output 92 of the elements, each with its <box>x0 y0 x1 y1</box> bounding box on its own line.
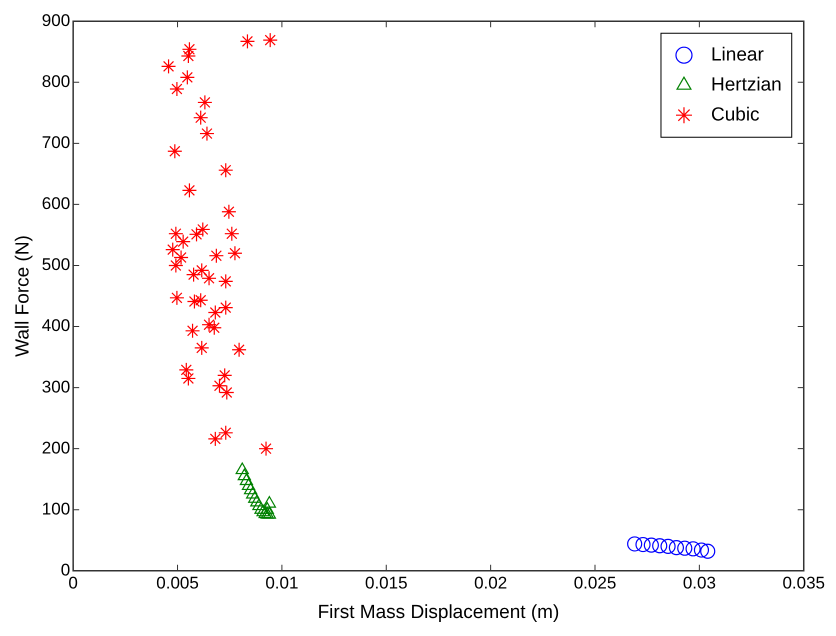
point <box>195 222 210 238</box>
point <box>180 70 195 85</box>
point <box>199 126 215 142</box>
x-tick-label: 0.03 <box>682 574 716 593</box>
x-tick-label: 0.015 <box>364 574 408 593</box>
x-axis-title: First Mass Displacement (m) <box>318 602 560 623</box>
point <box>201 317 217 332</box>
point <box>262 496 276 508</box>
point <box>168 258 184 274</box>
point <box>258 441 274 456</box>
point <box>206 320 222 336</box>
y-tick-label: 500 <box>42 255 70 274</box>
legend-label: Linear <box>710 44 764 66</box>
point <box>182 182 198 198</box>
point <box>224 226 240 242</box>
point <box>167 144 182 159</box>
point <box>168 226 184 242</box>
point <box>194 340 210 356</box>
point <box>262 32 278 48</box>
y-tick-label: 100 <box>42 499 70 518</box>
point <box>252 498 266 510</box>
legend-label: Hertzian <box>710 74 782 96</box>
point <box>208 431 223 446</box>
point <box>169 290 185 306</box>
point <box>660 538 676 554</box>
x-tick-label: 0.02 <box>474 574 508 593</box>
point <box>165 242 180 258</box>
point <box>668 540 684 556</box>
point <box>218 300 234 316</box>
point <box>193 292 208 308</box>
y-axis-title: Wall Force (N) <box>12 235 34 357</box>
x-tick-label: 0.01 <box>265 574 298 593</box>
point <box>238 468 251 480</box>
x-tick-label: 0.035 <box>782 574 826 593</box>
y-tick-label: 600 <box>42 194 70 214</box>
point <box>236 462 249 474</box>
point <box>186 294 202 310</box>
point <box>240 34 256 49</box>
point <box>169 81 185 97</box>
y-tick-label: 400 <box>42 316 70 336</box>
y-tick-label: 200 <box>42 438 70 458</box>
point <box>208 248 224 264</box>
point <box>700 544 716 559</box>
point <box>218 274 234 289</box>
point <box>644 538 659 553</box>
point <box>232 342 247 358</box>
point <box>182 42 198 57</box>
point <box>260 502 274 514</box>
point <box>180 370 196 386</box>
x-tick-label: 0.025 <box>574 574 616 593</box>
point <box>240 473 254 486</box>
point <box>686 541 701 556</box>
point <box>188 226 204 242</box>
x-tick-label: 0.005 <box>156 574 199 593</box>
point <box>250 494 264 507</box>
point <box>184 323 200 338</box>
point <box>193 110 208 126</box>
y-tick-label: 900 <box>42 10 70 30</box>
point <box>194 262 210 278</box>
point <box>208 304 223 320</box>
point <box>186 267 202 282</box>
point <box>217 368 232 383</box>
point <box>635 536 651 552</box>
point <box>218 162 234 178</box>
point <box>627 536 642 552</box>
point <box>197 94 212 110</box>
point <box>244 482 258 494</box>
legend-label: Cubic <box>710 104 760 126</box>
y-tick-label: 0 <box>60 560 70 580</box>
y-tick-label: 300 <box>42 377 70 396</box>
point <box>178 362 194 378</box>
point <box>262 507 276 519</box>
point <box>652 538 668 554</box>
point <box>219 384 234 400</box>
point <box>227 246 243 261</box>
point <box>160 58 176 74</box>
point <box>677 540 692 556</box>
point <box>248 491 262 503</box>
point <box>218 425 234 440</box>
point <box>246 486 260 499</box>
y-tick-label: 800 <box>42 72 70 91</box>
point <box>173 250 189 266</box>
point <box>176 234 191 250</box>
point <box>254 502 268 514</box>
point <box>242 478 256 490</box>
point <box>694 542 710 558</box>
point <box>221 204 236 220</box>
point <box>256 504 270 516</box>
point <box>212 378 228 394</box>
point <box>180 48 196 64</box>
point <box>201 270 217 286</box>
y-tick-label: 700 <box>42 133 70 152</box>
